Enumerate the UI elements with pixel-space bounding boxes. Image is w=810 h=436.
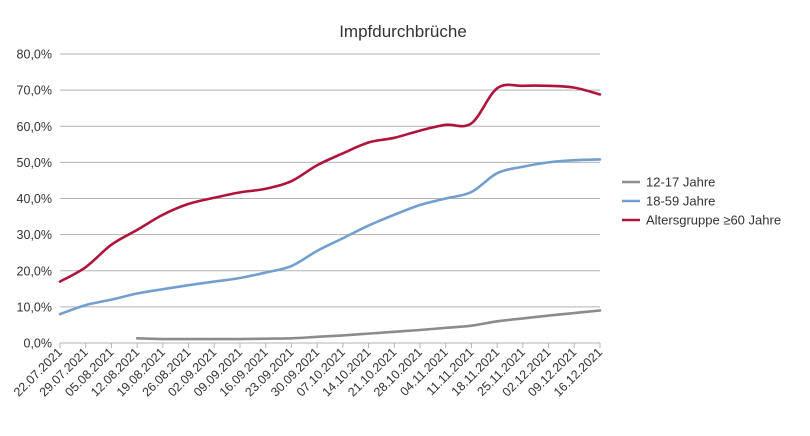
y-tick-label: 20,0% [17,264,52,278]
series-line-0 [135,309,602,341]
y-tick-label: 30,0% [17,228,52,242]
y-tick-label: 10,0% [17,300,52,314]
legend-label: 18-59 Jahre [646,194,715,209]
x-axis-tick-labels: 22.07.202129.07.202105.08.202112.08.2021… [11,345,605,399]
series-line-2 [58,83,602,283]
chart-title: Impfdurchbrüche [339,22,467,41]
series-lines [58,83,602,341]
gridlines [60,53,600,344]
y-tick-label: 60,0% [17,120,52,134]
legend-label: 12-17 Jahre [646,175,715,190]
y-tick-label: 80,0% [17,48,52,62]
y-tick-label: 0,0% [24,337,53,351]
y-axis-tick-labels: 0,0% 10,0% 20,0% 30,0% 40,0% 50,0% 60,0% 70,0% 8… [17,48,52,351]
x-axis [59,342,601,348]
legend-label: Altersgruppe ≥60 Jahre [646,213,781,228]
y-tick-label: 40,0% [17,192,52,206]
series-line-1 [58,158,602,316]
legend: 12-17 Jahre 18-59 Jahre Altersgruppe ≥60 J… [622,175,781,228]
y-tick-label: 70,0% [17,84,52,98]
y-tick-label: 50,0% [17,156,52,170]
